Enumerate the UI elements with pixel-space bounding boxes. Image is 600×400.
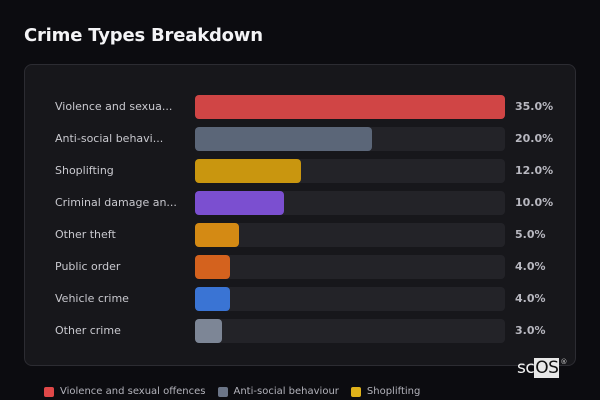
- bar-row: Vehicle crime 4.0%: [25, 286, 577, 312]
- bar-value: 4.0%: [515, 292, 546, 305]
- bar-fill[interactable]: [195, 191, 284, 215]
- bar-value: 12.0%: [515, 164, 554, 177]
- bar-row: Other theft 5.0%: [25, 222, 577, 248]
- bar-fill[interactable]: [195, 223, 239, 247]
- legend-item[interactable]: Anti-social behaviour: [217, 386, 339, 397]
- bar-row: Anti-social behavi... 20.0%: [25, 126, 577, 152]
- bar-track: [195, 223, 505, 247]
- bar-value: 3.0%: [515, 324, 546, 337]
- legend-item[interactable]: Shoplifting: [350, 386, 421, 397]
- logo-prefix: sc: [517, 358, 535, 378]
- bar-label: Violence and sexua...: [55, 100, 173, 113]
- bar-track: [195, 191, 505, 215]
- bar-value: 20.0%: [515, 132, 554, 145]
- bar-row: Shoplifting 12.0%: [25, 158, 577, 184]
- legend-item[interactable]: Violence and sexual offences: [44, 386, 206, 397]
- scos-logo: sc OS ®: [517, 358, 567, 378]
- bar-fill[interactable]: [195, 159, 301, 183]
- chart-title: Crime Types Breakdown: [24, 25, 263, 46]
- chart-card: Violence and sexua... 35.0% Anti-social be…: [24, 64, 576, 366]
- legend-label: Violence and sexual offences: [60, 386, 206, 397]
- legend-label: Anti-social behaviour: [233, 386, 339, 397]
- bar-row: Other crime 3.0%: [25, 318, 577, 344]
- bar-label: Vehicle crime: [55, 292, 129, 305]
- bar-value: 5.0%: [515, 228, 546, 241]
- bar-row: Criminal damage an... 10.0%: [25, 190, 577, 216]
- bar-row: Public order 4.0%: [25, 254, 577, 280]
- bar-value: 10.0%: [515, 196, 554, 209]
- bar-track: [195, 95, 505, 119]
- bar-fill[interactable]: [195, 319, 222, 343]
- chart-legend: Violence and sexual offences Anti-social …: [44, 386, 420, 397]
- bar-track: [195, 159, 505, 183]
- bar-label: Shoplifting: [55, 164, 114, 177]
- bar-label: Anti-social behavi...: [55, 132, 164, 145]
- bar-fill[interactable]: [195, 255, 230, 279]
- legend-swatch-icon: [44, 386, 54, 397]
- bar-label: Public order: [55, 260, 121, 273]
- bar-fill[interactable]: [195, 127, 372, 151]
- bar-track: [195, 127, 505, 151]
- bar-label: Other theft: [55, 228, 116, 241]
- bar-track: [195, 255, 505, 279]
- legend-swatch-icon: [350, 386, 361, 397]
- bar-fill[interactable]: [195, 95, 505, 119]
- bar-value: 35.0%: [515, 100, 554, 113]
- bar-fill[interactable]: [195, 287, 230, 311]
- registered-mark: ®: [560, 358, 567, 366]
- bar-label: Other crime: [55, 324, 121, 337]
- bar-track: [195, 319, 505, 343]
- bar-track: [195, 287, 505, 311]
- bar-value: 4.0%: [515, 260, 546, 273]
- bar-row: Violence and sexua... 35.0%: [25, 94, 577, 120]
- legend-swatch-icon: [217, 386, 228, 397]
- legend-label: Shoplifting: [366, 386, 421, 397]
- bar-label: Criminal damage an...: [55, 196, 177, 209]
- logo-highlight: OS: [534, 358, 560, 378]
